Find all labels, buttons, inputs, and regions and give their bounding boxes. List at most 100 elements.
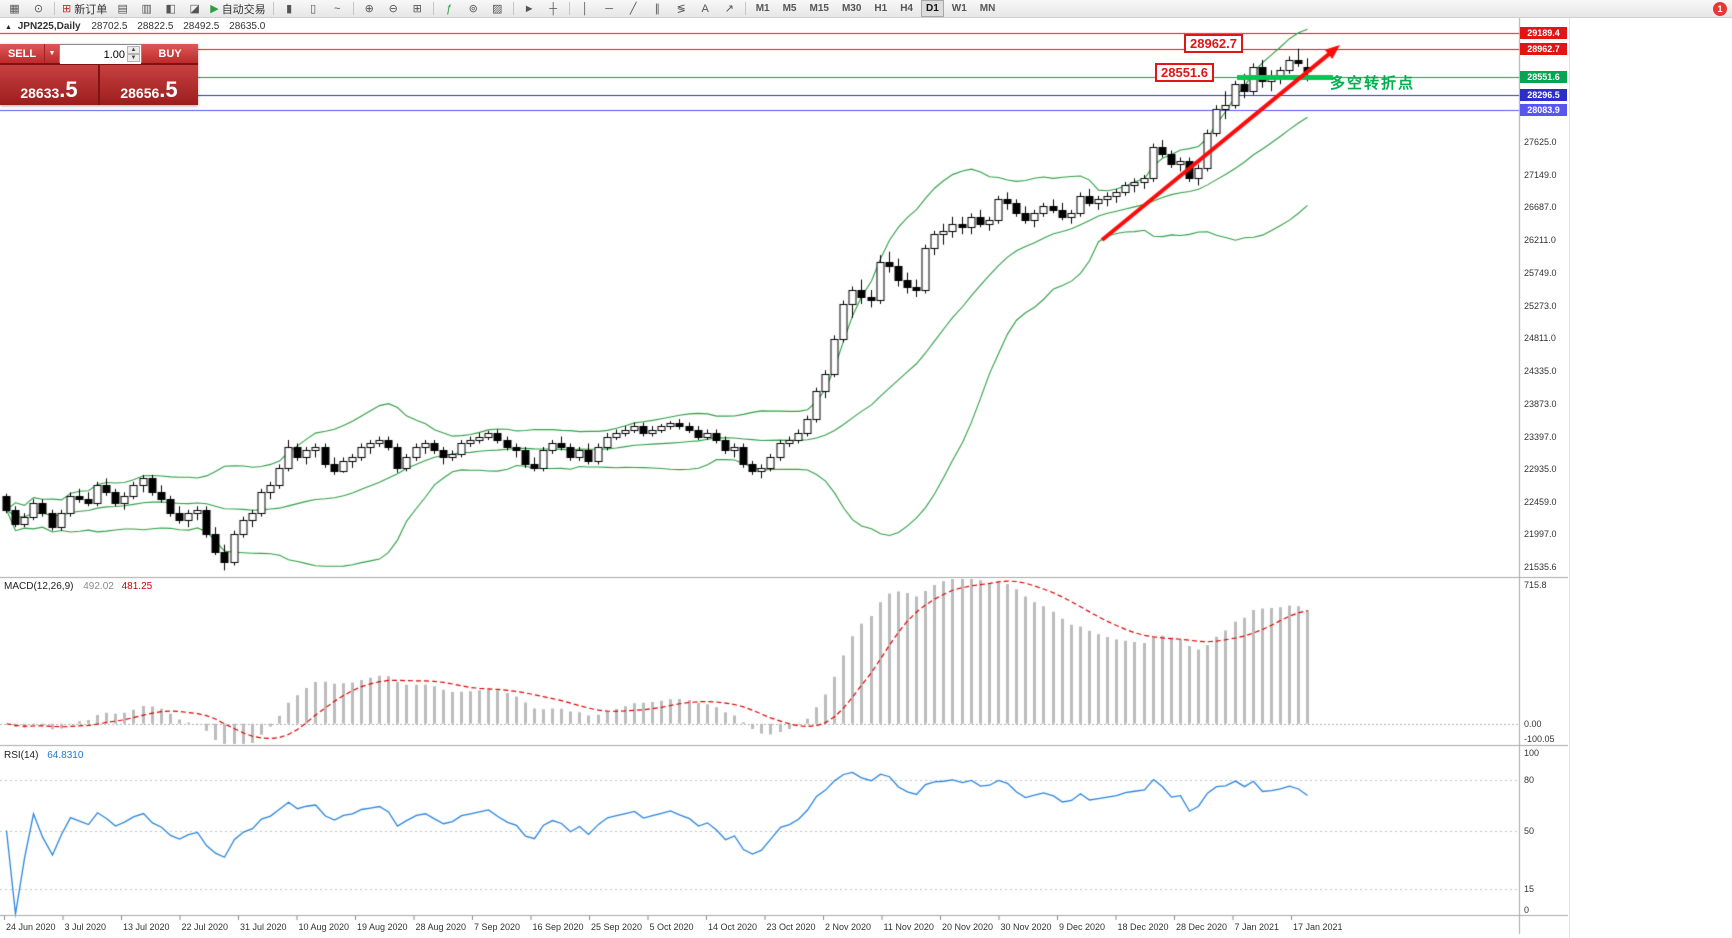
price-axis-label: 22935.0 bbox=[1524, 463, 1557, 474]
terminal-icon: ◪ bbox=[189, 2, 200, 15]
vertical-line-tool-button[interactable]: │ bbox=[574, 0, 597, 18]
chart-canvas[interactable] bbox=[0, 0, 1568, 938]
toolbar-separator bbox=[568, 2, 570, 15]
time-axis[interactable]: 24 Jun 2020 3 Jul 2020 13 Jul 2020 22 Jul 2… bbox=[0, 919, 1519, 935]
price-axis-label: 26211.0 bbox=[1524, 235, 1556, 246]
text-tool-button[interactable]: A bbox=[694, 0, 717, 18]
support-price-label[interactable]: 28551.6 bbox=[1155, 63, 1214, 82]
templates-button[interactable]: ▨ bbox=[486, 0, 509, 18]
cursor-tool-icon: ► bbox=[523, 2, 535, 15]
crosshair-tool-icon: ┼ bbox=[549, 2, 558, 15]
chart-profiles-button[interactable]: ⊙ bbox=[27, 0, 50, 18]
trendline-tool-button[interactable]: ╱ bbox=[622, 0, 645, 18]
time-axis-label: 31 Jul 2020 bbox=[240, 922, 287, 932]
time-axis-label: 23 Oct 2020 bbox=[766, 922, 816, 932]
right-empty-area bbox=[1569, 18, 1732, 938]
bar-chart-mode-button[interactable]: ▮ bbox=[278, 0, 301, 18]
toolbar-separator bbox=[432, 2, 434, 15]
indicators-list-icon: ƒ bbox=[446, 2, 453, 15]
time-axis-label: 7 Jan 2021 bbox=[1234, 922, 1280, 932]
time-axis-label: 3 Jul 2020 bbox=[64, 922, 107, 932]
timeframe-h4-button[interactable]: H4 bbox=[900, 3, 913, 14]
navigator-button[interactable]: ◧ bbox=[159, 0, 182, 18]
time-periods-button[interactable]: ⊚ bbox=[462, 0, 485, 18]
rsi-axis-label: 100 bbox=[1524, 748, 1540, 758]
price-axis-label: 25749.0 bbox=[1524, 267, 1557, 278]
market-watch-button[interactable]: ▤ bbox=[111, 0, 134, 18]
fibonacci-tool-button[interactable]: ≶ bbox=[670, 0, 693, 18]
rsi-axis-label: 0 bbox=[1524, 905, 1530, 915]
price-axis[interactable]: 27625.0 27149.0 26687.0 26211.0 25749.0 25273… bbox=[1520, 0, 1568, 938]
new-order-button[interactable]: ⊞ 新订单 bbox=[59, 0, 110, 18]
timeframe-m15-button[interactable]: M15 bbox=[809, 3, 829, 14]
cursor-tool-button[interactable]: ► bbox=[518, 0, 541, 18]
timeframe-mn-button[interactable]: MN bbox=[979, 3, 996, 14]
timeframe-d1-button[interactable]: D1 bbox=[921, 0, 944, 17]
timeframe-m30-button[interactable]: M30 bbox=[841, 3, 862, 14]
volume-spin-down-icon[interactable]: ▼ bbox=[127, 54, 140, 62]
macd-indicator-label: MACD(12,26,9) 492.02 481.25 bbox=[4, 581, 152, 592]
volume-field-wrap: ▲ ▼ bbox=[59, 44, 142, 64]
ohlc-close: 28635.0 bbox=[229, 21, 266, 32]
terminal-button[interactable]: ◪ bbox=[183, 0, 206, 18]
tile-windows-button[interactable]: ⊞ bbox=[406, 0, 429, 18]
horizontal-line-tool-button[interactable]: ─ bbox=[598, 0, 621, 18]
toolbar-separator bbox=[54, 2, 55, 15]
price-axis-label: 23873.0 bbox=[1524, 398, 1557, 409]
volume-spin-up-icon[interactable]: ▲ bbox=[127, 46, 140, 54]
zoom-out-button[interactable]: ⊖ bbox=[382, 0, 405, 18]
time-axis-label: 30 Nov 2020 bbox=[1000, 922, 1052, 932]
price-axis-label: 25273.0 bbox=[1524, 300, 1557, 311]
candlestick-mode-button[interactable]: ▯ bbox=[302, 0, 325, 18]
price-axis-label: 21997.0 bbox=[1524, 529, 1557, 540]
time-axis-label: 10 Aug 2020 bbox=[298, 922, 350, 932]
new-chart-icon: ▦ bbox=[9, 2, 20, 15]
ohlc-high: 28822.5 bbox=[137, 21, 174, 32]
timeframe-m5-button[interactable]: M5 bbox=[782, 3, 797, 14]
price-axis-label: 27625.0 bbox=[1524, 136, 1557, 147]
toolbar: ▦ ⊙ ⊞ 新订单 ▤ ▥ ◧ ◪ ▶ 自动交易 ▮ ▯ ~ ⊕ ⊖ ⊞ ƒ ⊚ ▨ ► ┼ │ ─ ╱ ∥ ≶ A ↗ M1 M5 M15… bbox=[0, 0, 1732, 18]
time-axis-label: 11 Nov 2020 bbox=[883, 922, 934, 932]
price-axis-marker: 28296.5 bbox=[1520, 88, 1567, 101]
timeframe-h1-button[interactable]: H1 bbox=[874, 3, 888, 14]
time-axis-label: 17 Jan 2021 bbox=[1293, 922, 1343, 932]
channel-tool-icon: ∥ bbox=[654, 2, 660, 15]
toolbar-separator bbox=[272, 2, 274, 15]
sell-button[interactable]: SELL bbox=[0, 44, 44, 63]
zoom-in-button[interactable]: ⊕ bbox=[358, 0, 381, 18]
ohlc-open: 28702.5 bbox=[91, 21, 128, 32]
sell-price-button[interactable]: 28633 .5 bbox=[0, 65, 98, 105]
line-chart-mode-button[interactable]: ~ bbox=[326, 0, 349, 18]
turning-point-text[interactable]: 多空转折点 bbox=[1330, 75, 1416, 92]
fibonacci-tool-icon: ≶ bbox=[676, 2, 686, 15]
indicators-list-button[interactable]: ƒ bbox=[438, 0, 461, 18]
sell-dropdown-caret-icon[interactable]: ▼ bbox=[44, 44, 59, 63]
autotrading-button[interactable]: ▶ 自动交易 bbox=[207, 0, 268, 18]
price-axis-marker: 28083.9 bbox=[1520, 103, 1567, 116]
zoom-in-icon: ⊕ bbox=[364, 2, 374, 15]
buy-price-button[interactable]: 28656 .5 bbox=[100, 65, 198, 105]
macd-signal-value: 481.25 bbox=[121, 581, 153, 592]
price-axis-label: 24811.0 bbox=[1524, 333, 1556, 344]
resistance-price-label[interactable]: 28962.7 bbox=[1184, 34, 1243, 53]
timeframe-w1-button[interactable]: W1 bbox=[951, 3, 967, 14]
notification-badge[interactable]: 1 bbox=[1713, 2, 1727, 16]
new-chart-button[interactable]: ▦ bbox=[3, 0, 26, 18]
time-axis-label: 22 Jul 2020 bbox=[181, 922, 229, 932]
crosshair-tool-button[interactable]: ┼ bbox=[542, 0, 565, 18]
time-axis-label: 28 Aug 2020 bbox=[415, 922, 467, 932]
channel-tool-button[interactable]: ∥ bbox=[646, 0, 669, 18]
macd-axis-label: -100.05 bbox=[1524, 734, 1555, 744]
volume-spinner: ▲ ▼ bbox=[127, 46, 140, 62]
arrows-tool-button[interactable]: ↗ bbox=[718, 0, 741, 18]
buy-button[interactable]: BUY bbox=[142, 44, 198, 63]
price-axis-marker: 29189.4 bbox=[1520, 26, 1567, 39]
data-window-button[interactable]: ▥ bbox=[135, 0, 158, 18]
timeframe-m1-button[interactable]: M1 bbox=[755, 3, 770, 14]
tile-windows-icon: ⊞ bbox=[412, 2, 422, 15]
time-axis-label: 25 Sep 2020 bbox=[591, 922, 643, 932]
autotrading-icon: ▶ bbox=[210, 2, 219, 15]
volume-input[interactable] bbox=[60, 46, 141, 64]
rsi-value: 64.8310 bbox=[47, 750, 84, 761]
